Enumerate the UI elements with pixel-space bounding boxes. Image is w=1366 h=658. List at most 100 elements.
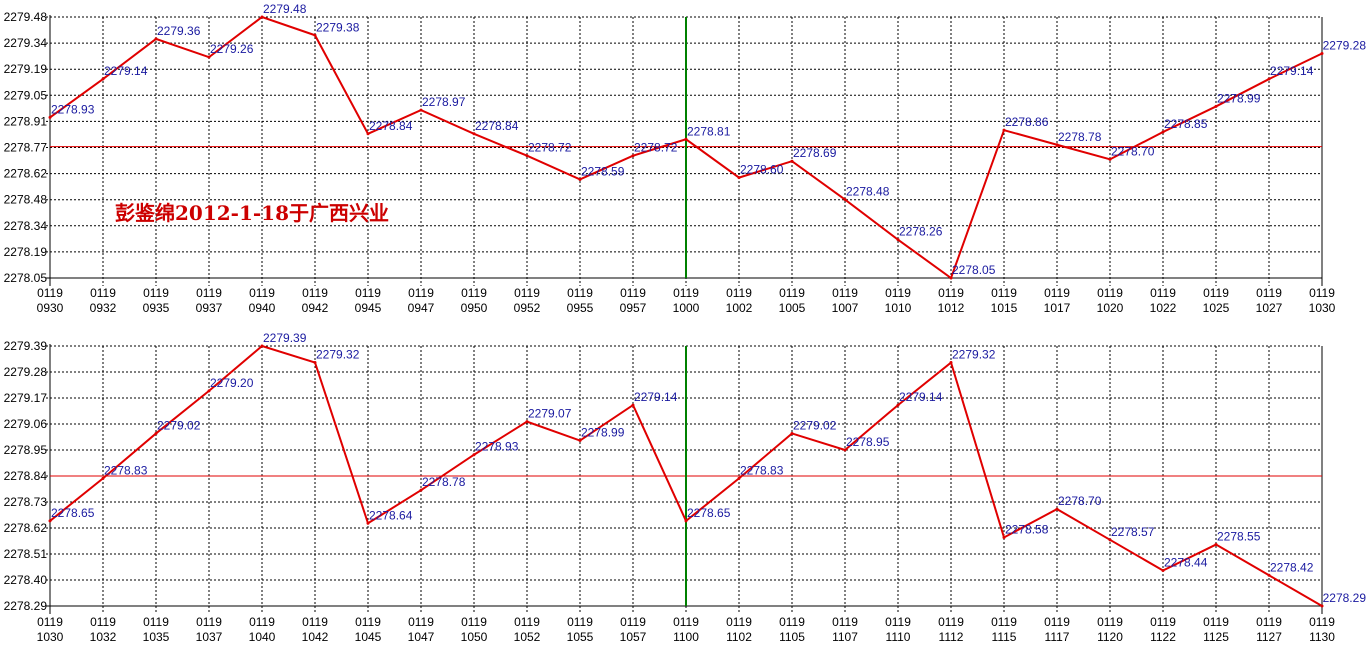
data-point <box>949 361 953 365</box>
data-label: 2279.48 <box>263 2 307 16</box>
x-tick-label-date: 0119 <box>196 286 222 300</box>
data-point <box>1267 77 1271 81</box>
data-label: 2278.99 <box>1217 91 1261 105</box>
x-tick-label-time: 1107 <box>832 630 858 644</box>
x-tick-label-time: 1122 <box>1150 630 1176 644</box>
data-label: 2278.65 <box>687 506 731 520</box>
x-tick-label-time: 0952 <box>514 301 541 315</box>
data-label: 2279.14 <box>1270 64 1314 78</box>
data-label: 2278.97 <box>422 95 466 109</box>
x-tick-label-time: 1000 <box>673 301 700 315</box>
data-label: 2278.60 <box>740 163 784 177</box>
x-tick-label-time: 1100 <box>673 630 699 644</box>
watermark-text: 彭鉴绵2012-1-18于广西兴业 <box>115 201 389 225</box>
data-point <box>1214 104 1218 108</box>
data-point <box>1002 535 1006 539</box>
x-tick-label-date: 0119 <box>1150 286 1176 300</box>
x-tick-label-date: 0119 <box>567 286 593 300</box>
data-label: 2279.14 <box>104 64 148 78</box>
x-tick-label-date: 0119 <box>143 615 169 629</box>
data-label: 2278.95 <box>846 435 890 449</box>
data-label: 2278.05 <box>952 263 996 277</box>
x-tick-label-date: 0119 <box>885 286 911 300</box>
x-tick-label-time: 1012 <box>938 301 965 315</box>
data-label: 2278.72 <box>528 141 572 155</box>
x-tick-label-date: 0119 <box>1256 286 1282 300</box>
x-tick-label-date: 0119 <box>249 615 275 629</box>
data-label: 2279.14 <box>899 390 943 404</box>
x-tick-label-date: 0119 <box>832 286 858 300</box>
x-tick-label-date: 0119 <box>885 615 911 629</box>
data-label: 2278.48 <box>846 185 890 199</box>
y-tick-label: 2279.34 <box>4 36 48 50</box>
x-tick-label-date: 0119 <box>461 286 487 300</box>
y-tick-label: 2278.05 <box>4 271 48 285</box>
data-point <box>48 519 52 523</box>
x-tick-label-time: 1037 <box>196 630 223 644</box>
data-point <box>472 132 476 136</box>
x-tick-label-date: 0119 <box>1097 615 1123 629</box>
x-tick-label-date: 0119 <box>673 615 699 629</box>
data-point <box>631 403 635 407</box>
data-label: 2279.32 <box>316 348 360 362</box>
x-tick-label-time: 0947 <box>408 301 435 315</box>
data-point <box>1055 507 1059 511</box>
y-tick-label: 2279.17 <box>4 391 48 405</box>
x-tick-label-date: 0119 <box>514 615 540 629</box>
x-tick-label-time: 1127 <box>1256 630 1282 644</box>
data-point <box>790 159 794 163</box>
data-label: 2279.07 <box>528 407 572 421</box>
data-point <box>949 276 953 280</box>
y-tick-label: 2278.84 <box>4 469 48 483</box>
data-label: 2278.65 <box>51 506 95 520</box>
x-tick-label-date: 0119 <box>1203 615 1229 629</box>
x-tick-label-time: 1030 <box>1309 301 1336 315</box>
x-tick-label-date: 0119 <box>726 615 752 629</box>
x-tick-label-time: 1105 <box>779 630 805 644</box>
data-label: 2278.64 <box>369 508 413 522</box>
x-tick-label-time: 0930 <box>37 301 64 315</box>
data-label: 2278.99 <box>581 426 625 440</box>
x-tick-label-time: 1035 <box>143 630 170 644</box>
x-tick-label-time: 0937 <box>196 301 223 315</box>
x-tick-label-time: 0942 <box>302 301 329 315</box>
y-tick-label: 2278.48 <box>4 193 48 207</box>
x-tick-label-date: 0119 <box>1097 286 1123 300</box>
data-label: 2278.70 <box>1111 144 1155 158</box>
data-point <box>1161 130 1165 134</box>
x-tick-label-time: 1010 <box>885 301 912 315</box>
x-tick-label-time: 0957 <box>620 301 647 315</box>
x-tick-label-date: 0119 <box>408 615 434 629</box>
x-tick-label-date: 0119 <box>779 286 805 300</box>
x-tick-label-date: 0119 <box>37 615 63 629</box>
x-tick-label-date: 0119 <box>302 286 328 300</box>
data-label: 2278.93 <box>51 102 95 116</box>
y-tick-label: 2279.05 <box>4 88 48 102</box>
data-point <box>260 344 264 348</box>
y-tick-label: 2279.39 <box>4 339 48 353</box>
data-label: 2278.83 <box>740 463 784 477</box>
y-tick-label: 2278.95 <box>4 443 48 457</box>
x-tick-label-time: 0935 <box>143 301 170 315</box>
data-point <box>101 476 105 480</box>
data-point <box>154 37 158 41</box>
chart-panel-top: 2279.482279.342279.192279.052278.912278.… <box>4 2 1366 315</box>
data-point <box>154 431 158 435</box>
x-tick-label-date: 0119 <box>1044 286 1070 300</box>
x-tick-label-time: 1047 <box>408 630 435 644</box>
data-point <box>366 521 370 525</box>
x-tick-label-time: 1025 <box>1203 301 1230 315</box>
x-tick-label-time: 1050 <box>461 630 488 644</box>
x-tick-label-date: 0119 <box>673 286 699 300</box>
y-tick-label: 2279.28 <box>4 365 48 379</box>
data-point <box>1108 157 1112 161</box>
data-point <box>896 238 900 242</box>
x-tick-label-date: 0119 <box>355 286 381 300</box>
data-point <box>684 137 688 141</box>
data-label: 2279.26 <box>210 42 254 56</box>
data-label: 2279.28 <box>1323 39 1366 53</box>
x-tick-label-time: 1057 <box>620 630 647 644</box>
data-label: 2279.02 <box>157 418 201 432</box>
data-label: 2279.32 <box>952 348 996 362</box>
data-label: 2278.84 <box>369 119 413 133</box>
